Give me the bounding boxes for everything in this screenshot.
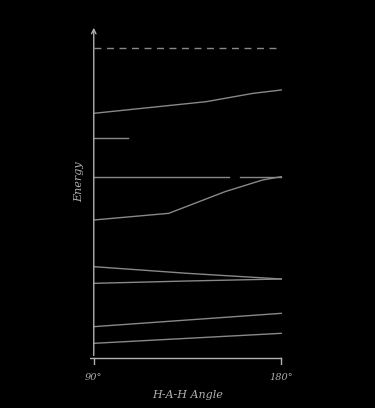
Text: H-A-H Angle: H-A-H Angle bbox=[152, 390, 223, 400]
Text: Energy: Energy bbox=[74, 161, 84, 202]
Text: 90°: 90° bbox=[85, 373, 102, 382]
Text: 180°: 180° bbox=[269, 373, 293, 382]
